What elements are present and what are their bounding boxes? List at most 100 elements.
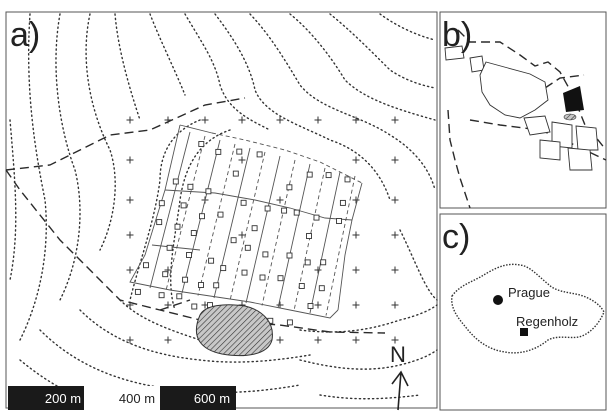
sample-square: [199, 213, 205, 220]
plot-strip-line: [213, 147, 251, 299]
grid-plus-marker: [201, 116, 209, 124]
north-arrow: N: [390, 342, 409, 411]
grid-plus-marker: [164, 336, 172, 344]
panel-c-letter: c): [442, 218, 470, 256]
grid-plus-marker: [391, 196, 399, 204]
grid-plus-marker: [314, 336, 322, 344]
grid-plus-marker: [238, 116, 246, 124]
sample-square: [244, 244, 251, 251]
sample-square: [306, 171, 313, 178]
plot-strip-line: [309, 171, 341, 314]
grid-plus-marker: [276, 336, 284, 344]
sample-square: [213, 282, 220, 289]
grid-plus-marker: [126, 336, 134, 344]
north-letter: N: [390, 342, 406, 367]
sample-square: [198, 282, 204, 288]
grid-plus-marker: [276, 301, 284, 309]
hatched-area: [195, 304, 273, 357]
sample-square: [286, 319, 293, 326]
plot-strip-line: [245, 155, 281, 304]
scale-segment-2: [84, 386, 160, 410]
grid-plus-marker: [164, 301, 172, 309]
panel-b-parcels: [444, 45, 599, 171]
plot-strip-line: [149, 131, 191, 289]
grid-plus-marker: [391, 116, 399, 124]
sample-square: [256, 151, 263, 158]
prague-label: Prague: [508, 285, 550, 300]
panel-b-map: b): [439, 11, 607, 209]
sample-square: [262, 251, 269, 258]
plot-strip-line: [197, 143, 236, 296]
sample-square: [281, 207, 288, 214]
sample-square: [205, 188, 212, 195]
grid-plus-marker: [391, 336, 399, 344]
grid-plus-marker: [126, 156, 134, 164]
regenholz-label: Regenholz: [516, 314, 578, 329]
grid-plus-marker: [314, 301, 322, 309]
sample-square: [320, 259, 327, 266]
grid-plus-marker: [314, 266, 322, 274]
grid-plus-marker: [314, 116, 322, 124]
panel-c-map: Prague Regenholz c): [439, 213, 607, 411]
sample-square: [313, 214, 320, 221]
grid-plus-marker: [126, 266, 134, 274]
grid-plus-marker: [164, 116, 172, 124]
sample-square: [187, 183, 194, 190]
sample-square: [134, 288, 141, 295]
scale-label-400: 400 m: [119, 391, 155, 406]
sampling-plots: [129, 124, 363, 326]
grid-plus-marker: [352, 336, 360, 344]
sample-square: [217, 211, 224, 218]
grid-plus-marker: [126, 231, 134, 239]
panel-b-letter: b): [442, 16, 472, 54]
sample-square: [156, 219, 163, 226]
grid-plus-marker: [126, 301, 134, 309]
scale-label-600: 600 m: [194, 391, 230, 406]
grid-plus-marker: [126, 196, 134, 204]
sample-square: [220, 265, 227, 272]
sample-square: [339, 199, 346, 206]
sample-square: [325, 172, 332, 179]
sample-square: [306, 233, 312, 239]
sample-square: [186, 252, 192, 258]
panel-b-study-plot: [563, 86, 584, 112]
sample-square: [298, 283, 305, 289]
sample-square: [208, 257, 215, 264]
regenholz-marker: [520, 328, 528, 336]
sample-square: [180, 202, 187, 209]
grid-markers: [126, 116, 399, 344]
sample-square: [318, 285, 325, 292]
north-arrow-icon: [391, 370, 409, 411]
sample-square: [176, 293, 183, 300]
grid-plus-marker: [238, 156, 246, 164]
sample-square: [162, 271, 169, 278]
sample-square: [293, 209, 300, 216]
sample-square: [174, 223, 181, 230]
plot-strip-line: [261, 159, 296, 306]
panel-a-map: 200 m 400 m 600 m N a): [5, 11, 438, 411]
sample-square: [240, 199, 247, 206]
sample-square: [344, 176, 351, 183]
grid-plus-marker: [391, 301, 399, 309]
boundary-lines: [5, 97, 386, 334]
sample-square: [158, 200, 165, 207]
grid-plus-marker: [276, 116, 284, 124]
grid-plus-marker: [352, 116, 360, 124]
grid-plus-marker: [352, 156, 360, 164]
sample-square: [241, 269, 248, 276]
sample-square: [166, 244, 173, 251]
sample-square: [190, 230, 197, 236]
grid-plus-marker: [352, 266, 360, 274]
scale-segment-3: [160, 386, 236, 410]
sample-square: [264, 205, 271, 212]
plot-strip-line: [165, 135, 206, 291]
sample-square: [307, 303, 314, 309]
country-outline: [451, 263, 605, 354]
sample-square: [182, 276, 189, 283]
panel-a-letter: a): [10, 16, 40, 54]
sample-square: [230, 237, 237, 244]
sample-square: [232, 170, 239, 177]
sample-square: [286, 252, 293, 259]
sample-square: [336, 218, 342, 224]
grid-plus-marker: [126, 116, 134, 124]
